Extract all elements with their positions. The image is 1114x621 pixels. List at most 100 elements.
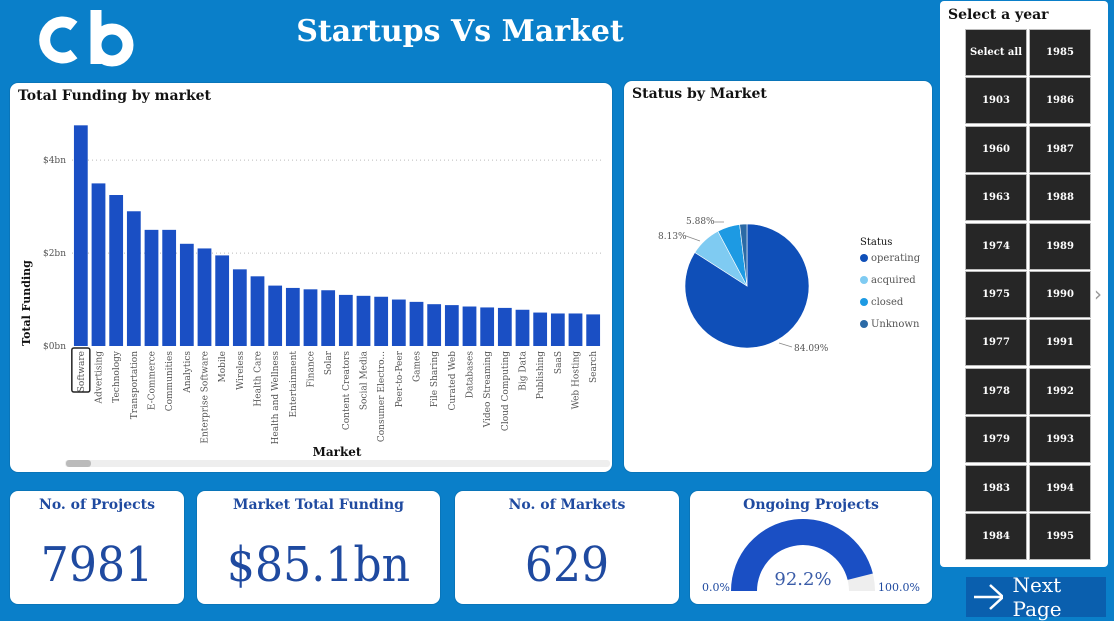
x-tick-label: Web Hosting (572, 351, 582, 410)
year-option[interactable]: 1995 (1029, 512, 1091, 560)
pie-leader-operating (778, 342, 793, 348)
legend-item[interactable]: Unknown (871, 319, 920, 330)
bar[interactable] (374, 296, 389, 346)
year-option[interactable]: 1903 (965, 77, 1027, 125)
bar[interactable] (303, 289, 318, 346)
x-tick-label: Games (413, 351, 423, 382)
bar[interactable] (444, 305, 459, 346)
legend-marker (860, 320, 868, 328)
kpi-markets-value: 629 (524, 537, 610, 593)
year-option[interactable]: 1984 (965, 512, 1027, 560)
bar[interactable] (73, 125, 88, 346)
bar[interactable] (285, 287, 300, 346)
bar[interactable] (497, 307, 512, 346)
kpi-funding-value: $85.1bn (226, 537, 411, 593)
year-option[interactable]: 1991 (1029, 319, 1091, 367)
legend-marker (860, 298, 868, 306)
x-tick-label: Analytics (183, 351, 193, 394)
x-tick-label: SaaS (554, 351, 564, 374)
year-option[interactable]: 1994 (1029, 464, 1091, 512)
bar[interactable] (356, 295, 371, 346)
year-option[interactable]: 1988 (1029, 174, 1091, 222)
legend-item[interactable]: acquired (871, 275, 916, 286)
bar[interactable] (568, 313, 583, 346)
kpi-funding-title: Market Total Funding (233, 497, 404, 513)
x-tick-label: Big Data (519, 350, 529, 390)
year-option[interactable]: 1993 (1029, 416, 1091, 464)
cb-logo: cb (39, 10, 134, 67)
y-tick-label: $2bn (43, 249, 66, 259)
pie-label-operating: 84.09% (794, 344, 829, 354)
year-option[interactable]: 1960 (965, 125, 1027, 173)
next-page-button[interactable]: Next Page (966, 573, 1106, 621)
bar-chart-title: Total Funding by market (18, 88, 212, 104)
x-tick-label: Transportation (130, 351, 140, 419)
next-page-label: Next Page (1012, 573, 1062, 621)
pie-slice[interactable] (739, 223, 748, 287)
year-option[interactable]: 1983 (965, 464, 1027, 512)
total-funding-chart[interactable]: Total Funding by market Total Funding Ma… (10, 83, 612, 472)
bar[interactable] (409, 301, 424, 346)
year-option[interactable]: 1989 (1029, 222, 1091, 270)
bar[interactable] (515, 309, 530, 346)
year-option[interactable]: Select all (965, 29, 1027, 76)
bar[interactable] (550, 313, 565, 346)
bar[interactable] (232, 269, 247, 346)
gauge-value: 92.2% (774, 569, 831, 590)
kpi-funding-card: Market Total Funding $85.1bn (197, 491, 440, 604)
bar[interactable] (586, 314, 601, 346)
year-option[interactable]: 1985 (1029, 29, 1091, 76)
legend-item[interactable]: operating (871, 253, 921, 264)
bar[interactable] (427, 304, 442, 346)
x-tick-label: Search (589, 351, 599, 383)
year-option[interactable]: 1974 (965, 222, 1027, 270)
x-tick-label: Solar (324, 350, 334, 375)
kpi-projects-card: No. of Projects 7981 (10, 491, 184, 604)
kpi-projects-value: 7981 (40, 537, 154, 593)
bar[interactable] (126, 211, 141, 346)
year-option[interactable]: 1963 (965, 174, 1027, 222)
bar[interactable] (179, 243, 194, 346)
chevron-right-icon[interactable]: › (1094, 282, 1102, 306)
page-title: Startups Vs Market (296, 14, 624, 49)
bar[interactable] (91, 183, 106, 346)
x-tick-label: Video Streaming (483, 351, 493, 429)
x-tick-label: E-Commerce (148, 351, 158, 410)
year-option[interactable]: 1978 (965, 367, 1027, 415)
year-option[interactable]: 1986 (1029, 77, 1091, 125)
year-option[interactable]: 1992 (1029, 367, 1091, 415)
bar[interactable] (338, 294, 353, 346)
bar[interactable] (480, 307, 495, 346)
legend-marker (860, 254, 868, 262)
year-slicer-title: Select a year (948, 7, 1049, 23)
bar[interactable] (533, 312, 548, 346)
bar[interactable] (250, 276, 265, 346)
legend-item[interactable]: closed (871, 297, 904, 308)
bar[interactable] (268, 285, 283, 346)
bar[interactable] (321, 290, 336, 346)
x-axis-label: Market (313, 445, 362, 459)
year-option[interactable]: 1979 (965, 416, 1027, 464)
year-option[interactable]: 1987 (1029, 125, 1091, 173)
horizontal-scrollbar-track[interactable] (65, 460, 610, 467)
year-option[interactable]: 1975 (965, 270, 1027, 318)
year-option[interactable]: 1977 (965, 319, 1027, 367)
bar[interactable] (162, 229, 177, 346)
x-tick-label: Health Care (254, 351, 264, 407)
horizontal-scrollbar-thumb[interactable] (66, 460, 91, 467)
x-tick-label: Mobile (218, 351, 228, 382)
bar[interactable] (215, 255, 230, 346)
bar[interactable] (109, 195, 124, 346)
bar[interactable] (462, 306, 477, 346)
y-axis-label: Total Funding (20, 260, 33, 346)
year-option[interactable]: 1990 (1029, 270, 1091, 318)
bar[interactable] (197, 248, 212, 346)
selected-category-outline (71, 347, 91, 393)
status-by-market-chart[interactable]: Status by Market 5.88% 8.13% 84.09% Stat… (624, 81, 932, 472)
bar[interactable] (144, 229, 159, 346)
bar[interactable] (391, 299, 406, 346)
kpi-markets-title: No. of Markets (508, 497, 626, 513)
x-tick-label: Content Creators (342, 351, 352, 431)
legend-marker (860, 276, 868, 284)
x-tick-label: Wireless (236, 351, 246, 390)
